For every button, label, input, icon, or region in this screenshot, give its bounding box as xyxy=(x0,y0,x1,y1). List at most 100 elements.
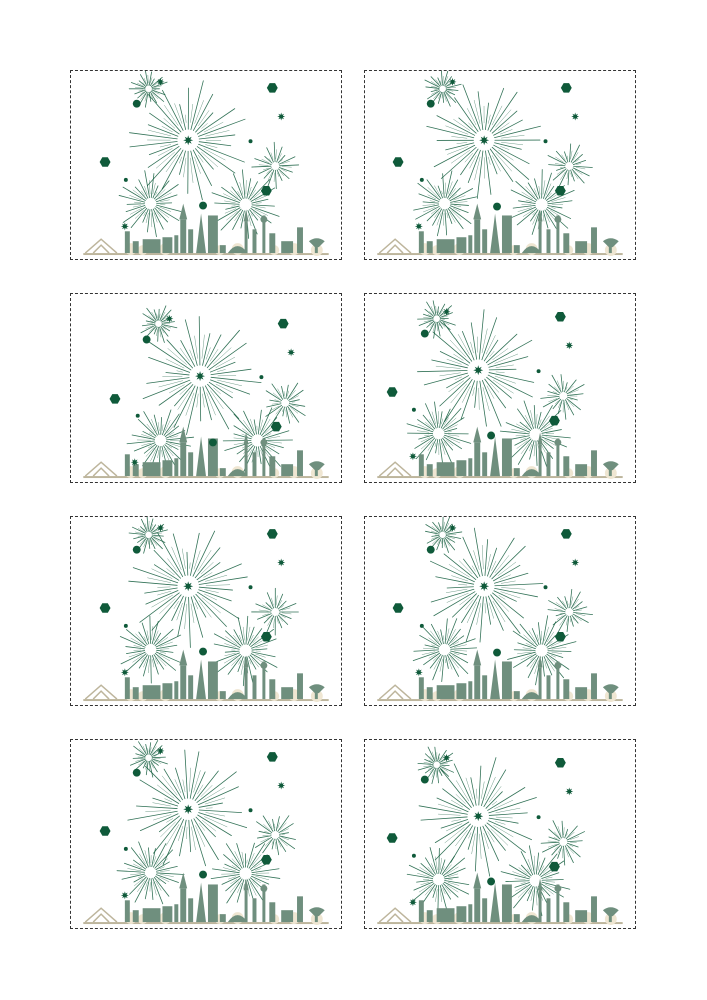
spark-dot-icon xyxy=(208,438,217,447)
star-icon xyxy=(277,112,286,121)
card-1 xyxy=(70,70,342,260)
star-icon xyxy=(120,222,129,231)
spark-dot-icon xyxy=(132,545,141,554)
card-6 xyxy=(364,516,636,706)
card-illustration xyxy=(377,517,623,703)
star-icon xyxy=(479,581,490,592)
firework-burst-icon xyxy=(424,71,462,107)
firework-burst-icon xyxy=(210,842,281,906)
spark-dot-icon xyxy=(493,648,501,657)
firework-burst-icon xyxy=(127,749,248,867)
firework-burst-icon xyxy=(406,847,470,913)
spark-dot-icon xyxy=(420,775,429,784)
hexagon-icon xyxy=(99,157,111,167)
spark-dot-icon xyxy=(411,407,416,412)
spark-dot-icon xyxy=(487,431,496,440)
city-skyline-icon xyxy=(377,872,623,926)
spark-dot-icon xyxy=(199,201,207,210)
spark-dot-icon xyxy=(248,808,253,813)
spark-dot-icon xyxy=(543,139,548,144)
city-skyline-icon xyxy=(83,872,329,926)
hexagon-icon xyxy=(548,415,560,426)
hexagon-icon xyxy=(260,854,272,865)
star-icon xyxy=(571,112,580,121)
hexagon-icon xyxy=(386,387,398,397)
star-icon xyxy=(414,222,423,231)
spark-dot-icon xyxy=(487,877,496,886)
card-illustration xyxy=(83,71,329,257)
firework-burst-icon xyxy=(119,615,182,684)
spark-dot-icon xyxy=(493,202,501,211)
hexagon-icon xyxy=(392,603,404,613)
firework-burst-icon xyxy=(413,170,477,237)
firework-burst-icon xyxy=(426,84,541,199)
card-5 xyxy=(70,516,342,706)
firework-burst-icon xyxy=(507,615,577,686)
star-icon xyxy=(277,558,286,567)
firework-burst-icon xyxy=(430,527,544,643)
spark-dot-icon xyxy=(123,846,128,851)
star-icon xyxy=(473,811,484,822)
hexagon-icon xyxy=(266,752,278,762)
star-icon xyxy=(130,458,139,467)
firework-burst-icon xyxy=(508,169,575,241)
spark-dot-icon xyxy=(411,853,416,858)
card-illustration xyxy=(83,517,329,703)
firework-burst-icon xyxy=(251,587,299,636)
hexagon-icon xyxy=(554,631,566,642)
firework-burst-icon xyxy=(130,740,168,778)
star-icon xyxy=(120,668,129,677)
spark-dot-icon xyxy=(248,139,253,144)
star-icon xyxy=(565,787,574,796)
card-8 xyxy=(364,739,636,929)
firework-burst-icon xyxy=(126,409,195,473)
city-skyline-icon xyxy=(377,203,623,257)
star-icon xyxy=(448,523,457,532)
spark-dot-icon xyxy=(543,585,548,590)
star-icon xyxy=(287,348,296,357)
star-icon xyxy=(195,371,206,382)
firework-burst-icon xyxy=(547,589,593,634)
star-icon xyxy=(183,581,194,592)
firework-burst-icon xyxy=(425,517,463,553)
city-skyline-icon xyxy=(377,426,623,480)
firework-burst-icon xyxy=(251,141,300,190)
city-skyline-icon xyxy=(83,649,329,703)
hexagon-icon xyxy=(548,861,560,872)
firework-burst-icon xyxy=(140,305,178,343)
card-7 xyxy=(70,739,342,929)
card-illustration xyxy=(83,305,329,480)
spark-dot-icon xyxy=(123,177,128,182)
firework-burst-icon xyxy=(540,374,585,420)
card-illustration xyxy=(83,740,329,926)
star-icon xyxy=(408,898,417,907)
hexagon-icon xyxy=(270,421,282,432)
firework-burst-icon xyxy=(116,841,185,905)
spark-dot-icon xyxy=(199,870,207,879)
star-icon xyxy=(442,753,451,762)
firework-burst-icon xyxy=(129,80,246,201)
card-illustration xyxy=(377,746,623,926)
firework-burst-icon xyxy=(222,407,293,474)
hexagon-icon xyxy=(266,529,278,539)
hexagon-icon xyxy=(99,826,111,836)
hexagon-icon xyxy=(560,529,572,539)
spark-dot-icon xyxy=(132,768,141,777)
firework-burst-icon xyxy=(265,382,306,424)
firework-burst-icon xyxy=(128,71,168,108)
city-skyline-icon xyxy=(83,426,329,480)
star-icon xyxy=(442,307,451,316)
city-skyline-icon xyxy=(377,649,623,703)
firework-burst-icon xyxy=(417,746,454,785)
card-2 xyxy=(364,70,636,260)
hexagon-icon xyxy=(554,185,566,196)
hexagon-icon xyxy=(560,83,572,93)
star-icon xyxy=(156,77,165,86)
star-icon xyxy=(165,314,174,323)
spark-dot-icon xyxy=(135,413,140,418)
spark-dot-icon xyxy=(259,375,264,380)
hexagon-icon xyxy=(266,83,278,93)
firework-burst-icon xyxy=(417,309,535,427)
spark-dot-icon xyxy=(419,623,424,628)
firework-burst-icon xyxy=(118,170,182,238)
